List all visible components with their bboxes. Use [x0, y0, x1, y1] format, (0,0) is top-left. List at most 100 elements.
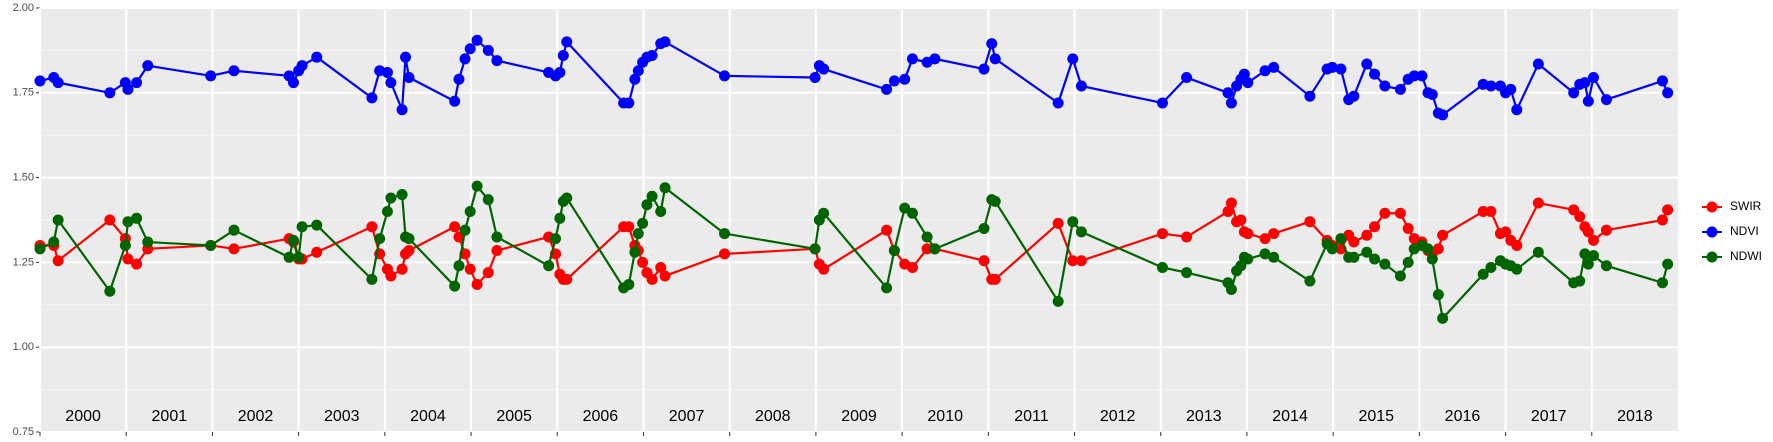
data-point	[1437, 312, 1449, 324]
data-point	[1437, 229, 1449, 241]
data-point	[1579, 77, 1591, 89]
data-point	[1067, 53, 1079, 65]
data-point	[1408, 70, 1420, 82]
data-point	[1432, 243, 1444, 255]
data-point	[52, 214, 64, 226]
data-point	[385, 192, 397, 204]
data-point	[554, 212, 566, 224]
data-point	[1600, 224, 1612, 236]
data-point	[1369, 68, 1381, 80]
data-point	[1235, 214, 1247, 226]
data-point	[52, 77, 64, 89]
data-point	[1532, 58, 1544, 70]
data-point	[1662, 258, 1674, 270]
data-point	[646, 190, 658, 202]
data-point	[1225, 197, 1237, 209]
data-point	[1662, 204, 1674, 216]
data-point	[122, 216, 134, 228]
data-point	[1656, 277, 1668, 289]
data-point	[1432, 289, 1444, 301]
data-point	[459, 224, 471, 236]
data-point	[1511, 239, 1523, 251]
data-point	[1588, 250, 1600, 262]
data-point	[659, 270, 671, 282]
data-point	[396, 263, 408, 275]
data-point	[929, 243, 941, 255]
data-point	[1532, 197, 1544, 209]
data-point	[978, 63, 990, 75]
data-point	[366, 221, 378, 233]
data-point	[205, 70, 217, 82]
data-point	[453, 260, 465, 272]
x-tick-label: 2013	[1186, 408, 1222, 425]
data-point	[131, 212, 143, 224]
data-point	[283, 251, 295, 263]
legend-marker	[1706, 201, 1718, 213]
data-point	[561, 273, 573, 285]
data-point	[1394, 83, 1406, 95]
data-point	[287, 234, 299, 246]
data-point	[1588, 234, 1600, 246]
data-point	[1579, 248, 1591, 260]
data-point	[1268, 228, 1280, 240]
data-point	[464, 43, 476, 55]
x-tick-label: 2014	[1272, 408, 1308, 425]
data-point	[557, 49, 569, 61]
data-point	[1394, 270, 1406, 282]
data-point	[449, 280, 461, 292]
y-tick-label: 0.75	[13, 426, 34, 438]
y-tick-label: 1.25	[13, 256, 34, 268]
data-point	[491, 245, 503, 257]
data-point	[818, 63, 830, 75]
x-tick-label: 2005	[496, 408, 532, 425]
data-point	[1348, 251, 1360, 263]
data-point	[205, 239, 217, 251]
data-point	[623, 221, 635, 233]
data-point	[449, 95, 461, 107]
data-point	[296, 221, 308, 233]
data-point	[1225, 284, 1237, 296]
data-point	[881, 282, 893, 294]
data-point	[623, 97, 635, 109]
y-tick-label: 2.00	[13, 2, 34, 14]
data-point	[1532, 246, 1544, 258]
data-point	[989, 195, 1001, 207]
x-tick-label: 2003	[324, 408, 360, 425]
data-point	[719, 248, 731, 260]
data-point	[1416, 70, 1428, 82]
data-point	[632, 228, 644, 240]
data-point	[1361, 58, 1373, 70]
x-tick-label: 2004	[410, 408, 446, 425]
data-point	[403, 233, 415, 245]
data-point	[906, 261, 918, 273]
data-point	[366, 273, 378, 285]
data-point	[1335, 233, 1347, 245]
data-point	[453, 73, 465, 85]
data-point	[1304, 275, 1316, 287]
data-point	[1225, 97, 1237, 109]
data-point	[989, 273, 1001, 285]
data-point	[1348, 90, 1360, 102]
data-point	[1379, 207, 1391, 219]
data-point	[1361, 246, 1373, 258]
data-point	[1181, 72, 1193, 84]
data-point	[906, 207, 918, 219]
data-point	[1348, 236, 1360, 248]
data-point	[978, 255, 990, 267]
data-point	[381, 66, 393, 78]
data-point	[1268, 251, 1280, 263]
data-point	[899, 202, 911, 214]
data-point	[1656, 75, 1668, 87]
data-point	[921, 243, 933, 255]
data-point	[396, 104, 408, 116]
data-point	[1259, 233, 1271, 245]
data-point	[491, 55, 503, 67]
data-point	[637, 217, 649, 229]
data-point	[1067, 255, 1079, 267]
data-point	[1259, 65, 1271, 77]
data-point	[818, 263, 830, 275]
data-point	[228, 243, 240, 255]
data-point	[34, 243, 46, 255]
data-point	[1075, 80, 1087, 92]
data-point	[1369, 253, 1381, 265]
